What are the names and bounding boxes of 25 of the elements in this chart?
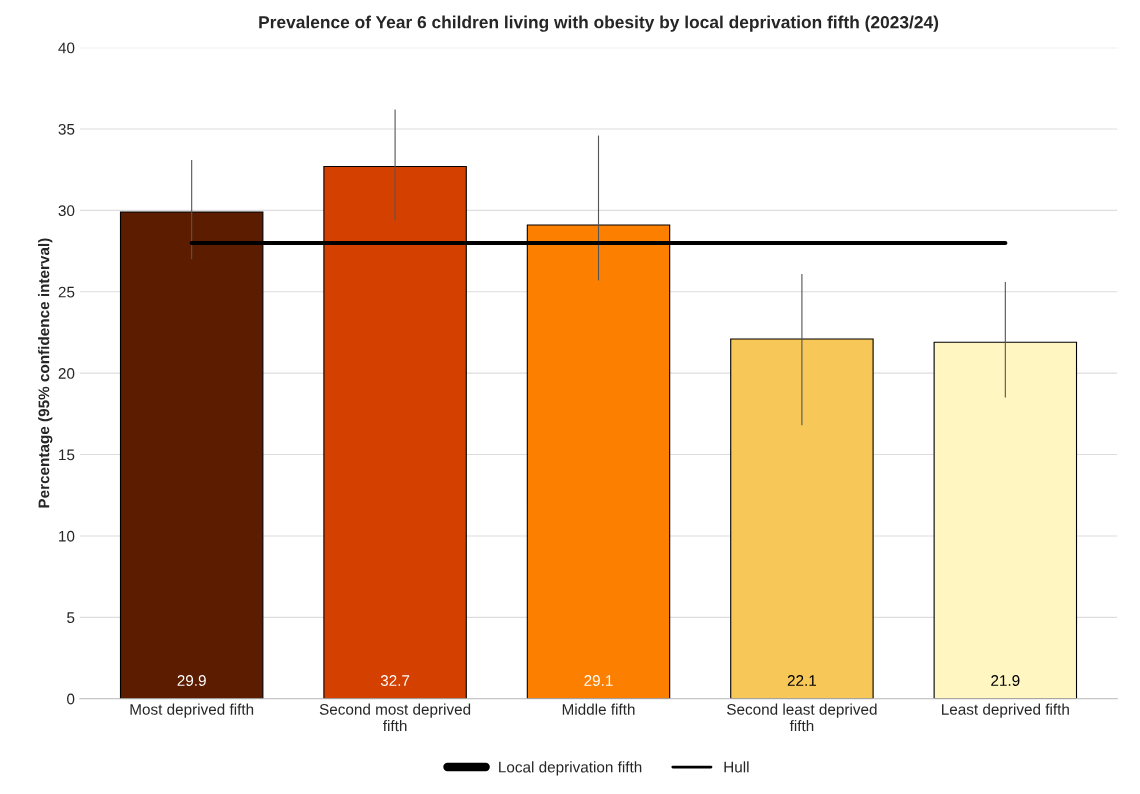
x-tick-label: Middle fifth [562, 703, 635, 715]
bar [730, 338, 874, 699]
y-tick-label: 0 [67, 693, 75, 705]
x-tick-label: Second most deprived fifth [319, 703, 471, 732]
x-tick-label: Most deprived fifth [130, 703, 254, 718]
y-tick-label: 25 [58, 286, 75, 298]
y-axis-title: Percentage (95% confidence interval) [38, 238, 53, 508]
data-label: 32.7 [380, 675, 410, 686]
bar [933, 341, 1078, 699]
y-tick-label: 30 [58, 205, 75, 217]
data-label: 21.9 [991, 675, 1020, 686]
data-label: 29.1 [584, 675, 613, 686]
chart-title: Prevalence of Year 6 children living with obesity by local deprivation fifth (2023/24) [259, 15, 939, 32]
y-tick-label: 5 [67, 612, 75, 624]
legend-label: Hull [724, 761, 749, 773]
data-label: 29.9 [177, 675, 206, 686]
data-label: 22.1 [787, 675, 817, 686]
y-tick-label: 10 [59, 530, 75, 542]
x-tick-label: Second least deprived fifth [727, 703, 877, 732]
y-tick-label: 15 [59, 449, 75, 461]
y-tick-label: 20 [58, 368, 75, 379]
y-tick-label: 35 [58, 123, 75, 135]
x-tick-label: Least deprived fifth [942, 703, 1069, 718]
legend-label: Local deprivation fifth [499, 761, 642, 776]
y-tick-label: 40 [58, 42, 75, 54]
